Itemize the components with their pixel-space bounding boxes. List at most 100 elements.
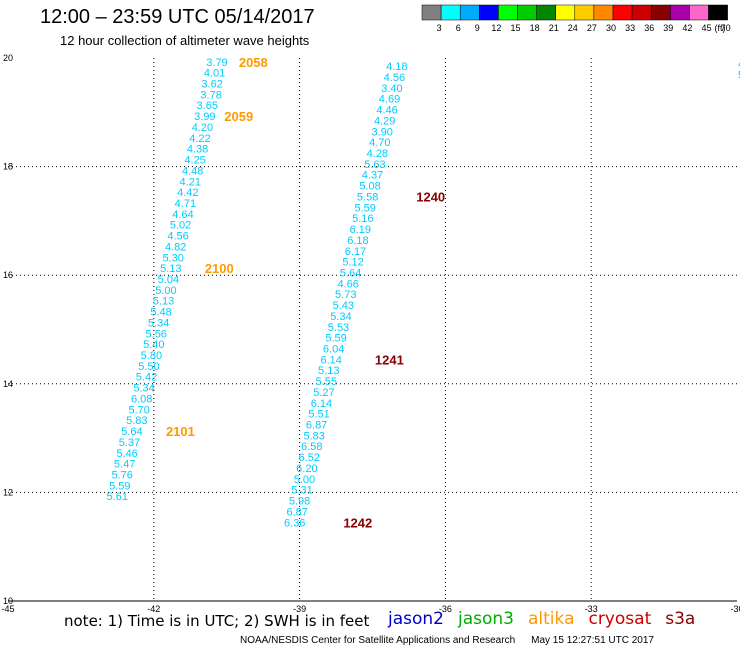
swh-value-label: 5.13 [153,296,174,308]
legend-swatch-45 [689,4,709,21]
swh-value-label: 5.76 [111,469,132,481]
x-tick-label: -33 [585,604,598,614]
swh-value-label: 5.34 [148,317,169,329]
swh-value-label: 5.51 [308,409,329,421]
y-tick-label: 14 [3,379,13,389]
legend-swatch-42 [670,4,690,21]
swh-value-label: 4.42 [177,187,198,199]
swh-value-label: 3.40 [381,83,402,95]
credit-line: NOAA/NESDIS Center for Satellite Applica… [240,635,654,646]
swh-value-label: 6.19 [350,224,371,236]
swh-value-label: 5.12 [342,257,363,269]
x-tick-label: -45 [1,604,14,614]
swh-value-label: 5.59 [325,333,346,345]
y-tick-label: 10 [3,596,13,606]
swh-value-label: 3.79 [206,57,227,69]
satellite-jason3: jason3 [458,609,514,629]
x-tick-label: -36 [439,604,452,614]
x-tick-label: -42 [147,604,160,614]
swh-value-label: 6.04 [323,344,344,356]
swh-value-label: 5.83 [303,430,324,442]
legend-label-27: 27 [587,23,597,33]
legend-label-3: 3 [437,23,442,33]
y-tick-label: 18 [3,162,13,172]
legend-swatch-27 [574,4,595,21]
swh-value-label: 4.71 [175,198,196,210]
swh-value-label: 4.37 [362,170,383,182]
swh-value-label: 5.16 [352,213,373,225]
legend-label-42: 42 [682,23,692,33]
swh-value-label: 4.82 [165,241,186,253]
swh-value-label: 4.64 [172,209,193,221]
swh-value-label: 6.87 [286,506,307,518]
legend-swatch-3 [421,4,442,21]
legend-label-39: 39 [663,23,673,33]
swh-value-label: 5.30 [163,252,184,264]
legend-label-24: 24 [568,23,578,33]
pass-time-label: 1241 [375,352,404,367]
swh-value-label: 3.65 [197,100,218,112]
swh-value-label: 6.18 [347,235,368,247]
swh-value-label: 5.00 [155,285,176,297]
legend-label-33: 33 [625,23,635,33]
legend-label-70: 70 [721,23,731,33]
legend-swatch-39 [650,4,671,21]
swh-value-label: 4.56 [167,231,188,243]
legend-swatch-24 [555,4,576,21]
pass-time-label: 1240 [416,189,445,204]
swh-value-label: 5.59 [354,202,375,214]
legend-swatch-9 [459,4,480,21]
swh-value-label: 5.58 [357,191,378,203]
swh-value-label: 5.55 [316,376,337,388]
swh-value-label: 6.52 [299,452,320,464]
legend-label-18: 18 [530,23,540,33]
legend-swatch-70 [708,4,728,21]
legend-swatch-18 [517,4,537,21]
swh-value-label: 5.80 [141,350,162,362]
swh-value-label: 5.53 [328,322,349,334]
legend-label-21: 21 [549,23,559,33]
pass-time-label: 2101 [166,424,195,439]
swh-value-label: 3.99 [194,111,215,123]
swh-value-label: 5.46 [116,448,137,460]
swh-value-label: 4.48 [182,165,203,177]
swh-value-label: 6.36 [284,517,305,529]
swh-value-label: 3.78 [200,89,221,101]
pass-time-label: 2100 [205,261,234,276]
swh-value-label: 6.17 [345,246,366,258]
swh-value-label-edge: 4 [738,58,740,70]
legend-label-30: 30 [606,23,616,33]
swh-value-label: 4.38 [187,144,208,156]
swh-value-label: 4.20 [192,122,213,134]
swh-value-label: 4.22 [189,133,210,145]
legend-swatch-30 [593,4,614,21]
swh-value-label: 5.70 [129,404,150,416]
credit-text: NOAA/NESDIS Center for Satellite Applica… [240,635,516,646]
chart-subtitle: 12 hour collection of altimeter wave hei… [60,33,310,48]
swh-value-label: 5.40 [143,339,164,351]
swh-value-label: 5.13 [318,365,339,377]
y-tick-label: 12 [3,487,13,497]
swh-value-label: 4.25 [184,155,205,167]
swh-value-label: 4.66 [337,278,358,290]
swh-value-label: 5.47 [114,459,135,471]
swh-value-label: 5.37 [119,437,140,449]
swh-value-label: 5.63 [364,159,385,171]
swh-value-label: 6.14 [311,398,332,410]
swh-value-label: 6.08 [131,393,152,405]
pass-time-label: 2059 [224,109,253,124]
swh-value-label: 3.62 [201,79,222,91]
swh-value-label: 5.98 [289,496,310,508]
legend-swatch-12 [479,4,499,21]
swh-value-label: 6.87 [306,420,327,432]
swh-value-label-edge: 5 [738,69,740,81]
swh-value-label: 5.02 [170,220,191,232]
swh-value-label: 5.42 [136,372,157,384]
swh-value-label: 3.90 [372,126,393,138]
swh-value-label: 5.34 [330,311,351,323]
swh-value-label: 4.18 [386,61,407,73]
y-tick-label: 20 [3,53,13,63]
swh-value-label: 4.28 [367,148,388,160]
swh-value-label: 5.83 [126,415,147,427]
